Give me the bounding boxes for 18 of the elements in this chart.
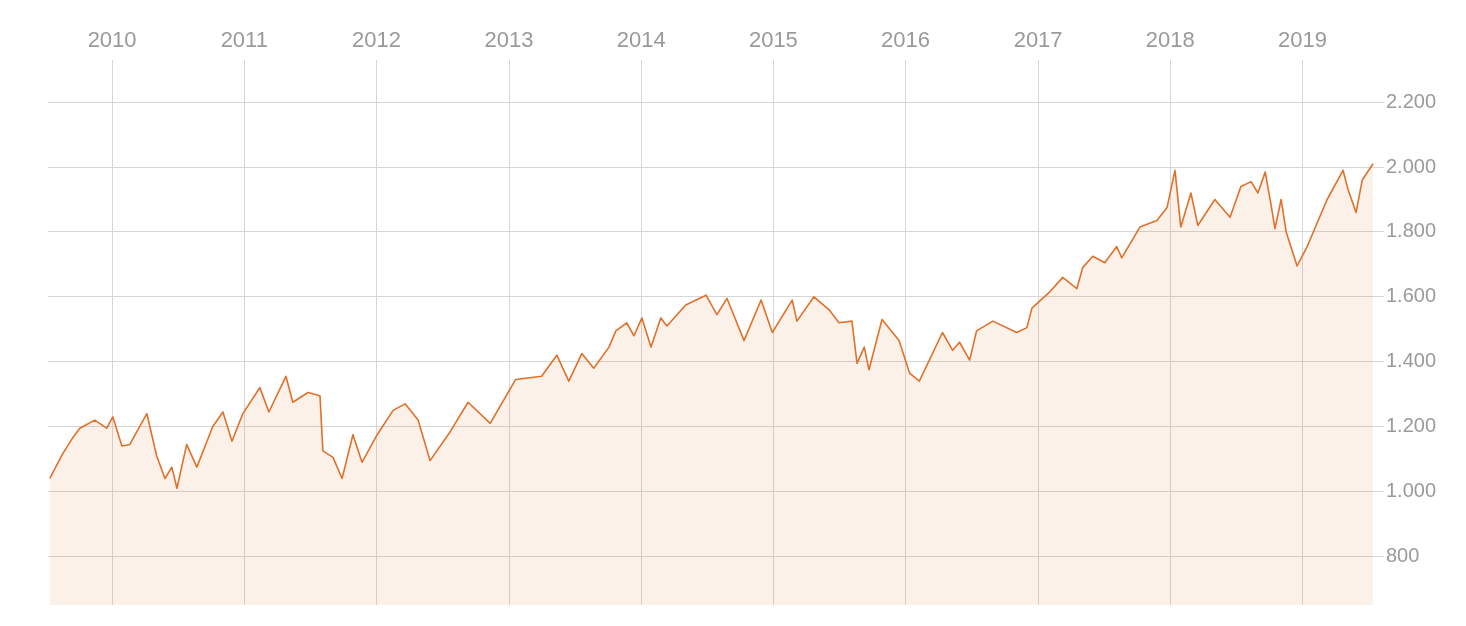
y-tick-label: 1.600 xyxy=(1386,284,1437,307)
x-tick-label: 2014 xyxy=(616,26,666,52)
x-tick-label: 2016 xyxy=(881,26,931,52)
x-tick-label: 2015 xyxy=(748,26,798,52)
y-tick-label: 2.200 xyxy=(1386,89,1437,112)
x-tick-label: 2018 xyxy=(1145,26,1195,52)
x-tick-label: 2011 xyxy=(220,26,268,52)
x-tick-label: 2013 xyxy=(484,26,534,52)
y-tick-label: 1.800 xyxy=(1386,219,1437,242)
y-tick-label: 1.200 xyxy=(1386,414,1437,437)
x-tick-label: 2019 xyxy=(1278,26,1327,52)
x-tick-label: 2010 xyxy=(87,26,137,52)
x-tick-label: 2017 xyxy=(1013,26,1063,52)
y-tick-label: 1.000 xyxy=(1386,478,1437,501)
y-tick-label: 1.400 xyxy=(1386,349,1437,372)
y-tick-label: 800 xyxy=(1386,543,1420,566)
y-tick-label: 2.000 xyxy=(1386,154,1437,177)
x-tick-label: 2012 xyxy=(351,26,401,52)
